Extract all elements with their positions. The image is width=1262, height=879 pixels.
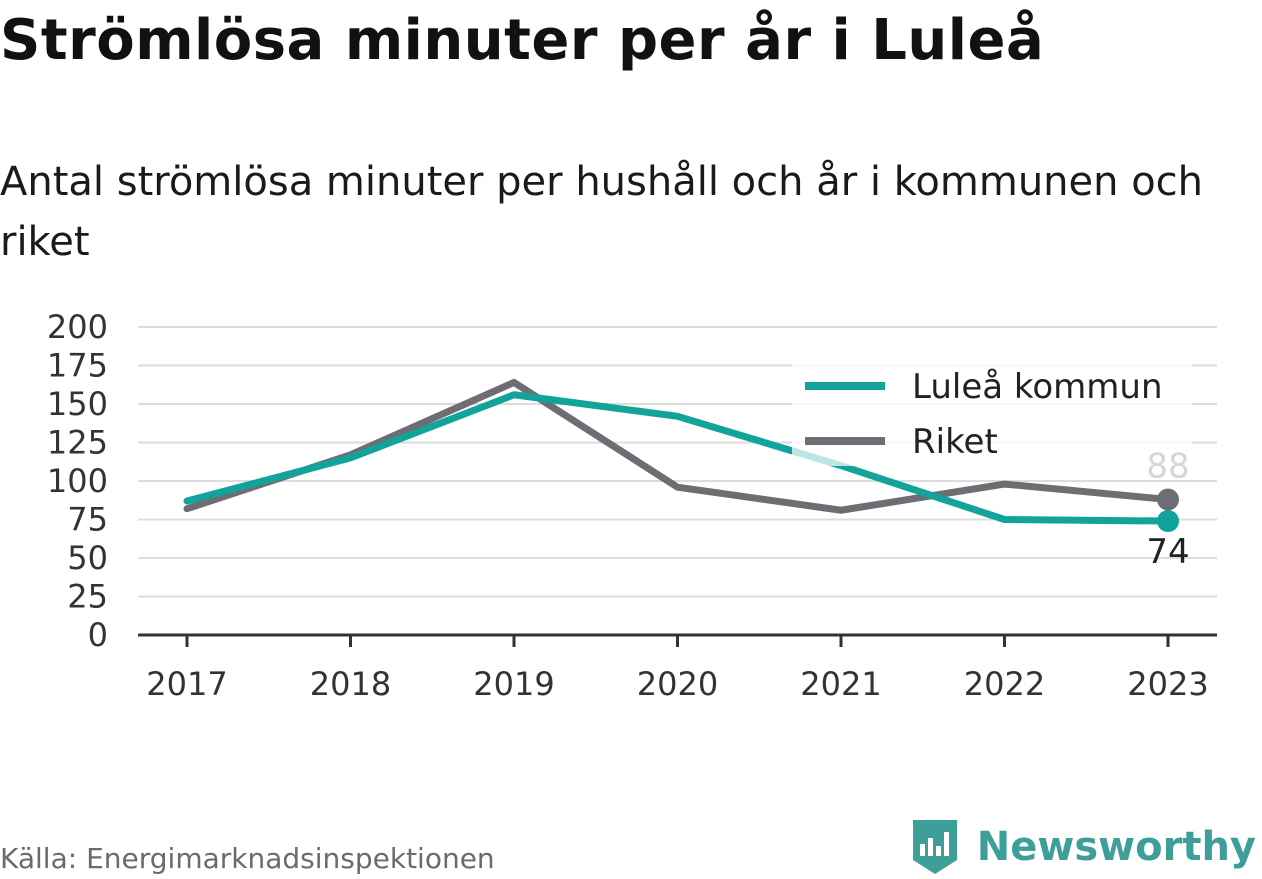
y-tick-label: 175 [47,347,108,385]
legend-background [792,356,1192,466]
source-note: Källa: Energimarknadsinspektionen [0,842,495,875]
x-tick-label: 2019 [473,665,554,703]
x-tick-label: 2018 [310,665,391,703]
brand-logo: Newsworthy [909,818,1256,876]
legend-label: Luleå kommun [912,367,1163,407]
y-tick-label: 75 [67,501,108,539]
y-tick-label: 125 [47,424,108,462]
x-tick-label: 2022 [964,665,1045,703]
y-tick-label: 100 [47,462,108,500]
legend-label: Riket [912,422,998,462]
x-tick-label: 2023 [1127,665,1208,703]
series-line [183,391,1172,525]
newsworthy-logo-icon [912,820,957,874]
series-end-point [1157,488,1179,511]
series-lines [183,378,1179,533]
y-tick-label: 50 [67,539,108,577]
y-tick-label: 200 [47,308,108,346]
data-label: 74 [1146,532,1189,572]
x-tick-label: 2020 [637,665,718,703]
y-tick-label: 25 [67,578,108,616]
x-axis: 2017 2018 2019 2020 2021 2022 2023 [138,633,1217,703]
y-tick-label: 0 [88,616,108,654]
y-tick-label: 150 [47,385,108,423]
series-end-point [1157,510,1179,533]
end-labels: 74 88 [1146,446,1189,572]
chart-subtitle: Antal strömlösa minuter per hushåll och … [0,159,1204,265]
brand-name: Newsworthy [976,824,1256,870]
x-tick-label: 2021 [800,665,881,703]
data-label: 88 [1146,446,1189,486]
chart-title: Strömlösa minuter per år i Luleå [0,8,1045,73]
x-tick-label: 2017 [146,665,227,703]
legend: Luleå kommun Riket [792,356,1192,466]
